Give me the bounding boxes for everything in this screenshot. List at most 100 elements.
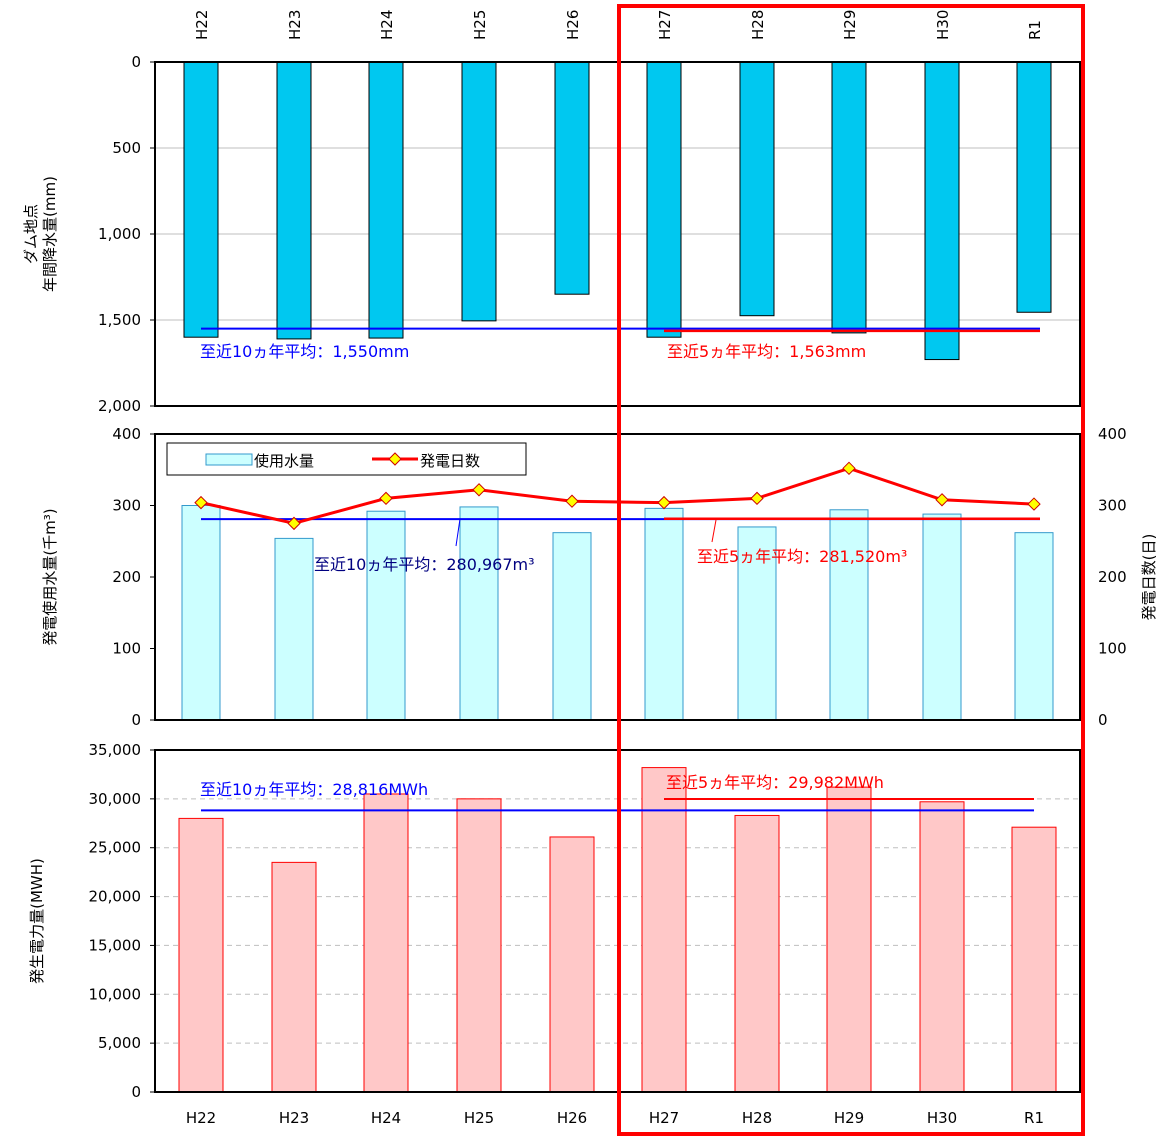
bar-precipitation [183, 61, 219, 338]
x-tick-label-top: H30 [934, 10, 952, 40]
bar-precipitation [461, 61, 497, 322]
legend-swatch-water-usage [205, 453, 253, 466]
y-tick-label: 35,000 [89, 741, 142, 759]
x-tick-label-top: H27 [656, 10, 674, 40]
x-tick-label: H28 [742, 1109, 772, 1127]
y-tick-label: 2,000 [98, 397, 141, 415]
marker-generation-days [472, 483, 486, 497]
bar-water-usage [1014, 532, 1054, 721]
legend-marker-generation-days [388, 452, 402, 466]
bar-energy [826, 786, 872, 1093]
bar-energy [919, 801, 965, 1093]
marker-generation-days [935, 493, 949, 507]
y-axis-title-left: 発電使用水量(千m³) [41, 508, 59, 645]
y-right-tick-label: 0 [1098, 711, 1108, 729]
x-tick-label: H27 [649, 1109, 679, 1127]
highlight-recent-5-years [617, 4, 1085, 1136]
x-tick-label: H29 [834, 1109, 864, 1127]
y-tick-label: 10,000 [89, 985, 142, 1003]
y-axis-title-line1: ダム地点 [22, 204, 40, 264]
avg5-label: 至近5ヵ年平均：1,563mm [667, 342, 866, 361]
y-right-tick-label: 400 [1098, 425, 1127, 443]
bar-water-usage [829, 509, 869, 721]
marker-generation-days [1027, 497, 1041, 511]
bar-energy [734, 814, 780, 1093]
x-tick-label: H26 [557, 1109, 587, 1127]
bar-energy [1011, 826, 1057, 1093]
x-tick-label-top: H28 [749, 10, 767, 40]
bar-precipitation [1016, 61, 1052, 313]
y-tick-label: 1,500 [98, 311, 141, 329]
x-tick-label: R1 [1024, 1109, 1044, 1127]
x-tick-label-top: H26 [564, 10, 582, 40]
y-right-tick-label: 300 [1098, 497, 1127, 515]
bar-energy [456, 798, 502, 1093]
marker-generation-days [565, 494, 579, 508]
marker-generation-days [194, 495, 208, 510]
y-tick-label: 0 [131, 1083, 141, 1101]
y-tick-label: 25,000 [89, 839, 142, 857]
x-tick-label-top: H25 [471, 10, 489, 40]
bar-water-usage [922, 513, 962, 721]
bar-water-usage [644, 507, 684, 721]
y-right-tick-label: 100 [1098, 640, 1127, 658]
x-tick-label: H24 [371, 1109, 401, 1127]
avg10-label: 至近10ヵ年平均：280,967m³ [314, 555, 535, 574]
x-tick-label: H30 [927, 1109, 957, 1127]
bar-precipitation [368, 61, 404, 339]
bar-precipitation [646, 61, 682, 338]
marker-generation-days [287, 516, 301, 531]
avg5-label: 至近5ヵ年平均：29,982MWh [666, 773, 884, 792]
avg10-label: 至近10ヵ年平均：28,816MWh [200, 780, 428, 799]
bar-energy [178, 817, 224, 1093]
bar-precipitation [739, 61, 775, 317]
bar-energy [363, 793, 409, 1093]
y-axis-title-right: 発電日数(日) [1140, 534, 1158, 621]
avg10-label: 至近10ヵ年平均：1,550mm [200, 342, 409, 361]
bar-water-usage [366, 510, 406, 721]
y-tick-label: 300 [112, 497, 141, 515]
marker-generation-days [657, 495, 671, 510]
leader-line-avg5 [711, 519, 717, 543]
x-tick-label-top: H29 [841, 10, 859, 40]
y-tick-label: 20,000 [89, 888, 142, 906]
y-tick-label: 100 [112, 640, 141, 658]
bar-energy [271, 861, 317, 1093]
bar-precipitation [276, 61, 312, 340]
marker-generation-days [379, 491, 393, 506]
bar-water-usage [181, 505, 221, 721]
x-tick-label: H25 [464, 1109, 494, 1127]
y-tick-label: 30,000 [89, 790, 142, 808]
marker-generation-days [750, 491, 764, 506]
bar-energy [549, 836, 595, 1093]
avg5-label: 至近5ヵ年平均：281,520m³ [697, 547, 907, 566]
y-tick-label: 200 [112, 568, 141, 586]
bar-water-usage [274, 537, 314, 721]
x-tick-label: H22 [186, 1109, 216, 1127]
y-tick-label: 500 [112, 139, 141, 157]
leader-line-avg10 [455, 518, 461, 547]
x-tick-label-top: R1 [1026, 20, 1044, 40]
bar-water-usage [459, 506, 499, 721]
x-tick-label: H23 [279, 1109, 309, 1127]
bar-precipitation [554, 61, 590, 295]
y-tick-label: 1,000 [98, 225, 141, 243]
x-tick-label-top: H24 [378, 10, 396, 40]
y-tick-label: 0 [131, 711, 141, 729]
legend-label-generation-days: 発電日数 [420, 452, 480, 470]
bar-energy [641, 767, 687, 1093]
marker-generation-days [842, 461, 856, 476]
bar-water-usage [737, 526, 777, 721]
bar-precipitation [831, 61, 867, 334]
y-axis-title-line2: 年間降水量(mm) [41, 176, 59, 292]
y-right-tick-label: 200 [1098, 568, 1127, 586]
bar-water-usage [552, 532, 592, 721]
y-tick-label: 400 [112, 425, 141, 443]
legend-label-water-usage: 使用水量 [254, 452, 314, 470]
y-tick-label: 0 [131, 53, 141, 71]
y-axis-title: 発生電力量(MWH) [28, 858, 46, 984]
y-tick-label: 5,000 [98, 1034, 141, 1052]
y-tick-label: 15,000 [89, 936, 142, 954]
